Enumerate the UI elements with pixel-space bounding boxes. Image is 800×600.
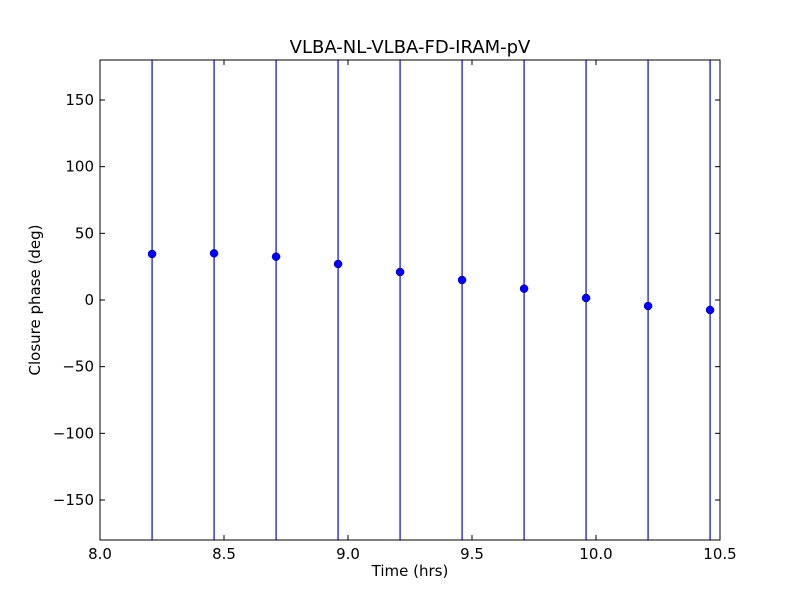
data-points [147, 249, 715, 315]
y-tick-label: 0 [84, 291, 94, 309]
data-point [147, 249, 157, 259]
y-tick-label: −50 [62, 358, 94, 376]
data-point [271, 252, 281, 261]
plot-area-background [100, 60, 720, 540]
y-tick-label: 50 [75, 224, 94, 242]
y-tick-label: 100 [65, 158, 94, 176]
data-point [395, 267, 405, 277]
x-tick-label: 8.0 [88, 545, 112, 563]
data-point [457, 275, 467, 285]
x-tick-label: 9.0 [336, 545, 360, 563]
x-tick-label: 10.5 [703, 545, 736, 563]
data-point [705, 305, 715, 315]
error-bars [151, 60, 711, 540]
axis-ticks: 8.0 8.5 9.0 9.5 10.0 10.5 −150 −100 −50 0 50 100 150 [53, 60, 737, 563]
data-point [333, 259, 343, 269]
x-tick-label: 8.5 [212, 545, 236, 563]
x-tick-label: 10.0 [579, 545, 612, 563]
y-tick-label: 150 [65, 91, 94, 109]
data-point [209, 249, 219, 258]
data-point [519, 284, 529, 293]
plot-frame [99, 59, 721, 541]
data-point [643, 301, 653, 311]
chart-title: VLBA-NL-VLBA-FD-IRAM-pV [290, 37, 531, 58]
x-tick-label: 9.5 [460, 545, 484, 563]
y-tick-label: −100 [53, 424, 94, 442]
data-point [581, 293, 591, 303]
x-axis-label: Time (hrs) [371, 562, 449, 580]
y-axis-label: Closure phase (deg) [26, 225, 44, 376]
y-tick-label: −150 [53, 491, 94, 509]
